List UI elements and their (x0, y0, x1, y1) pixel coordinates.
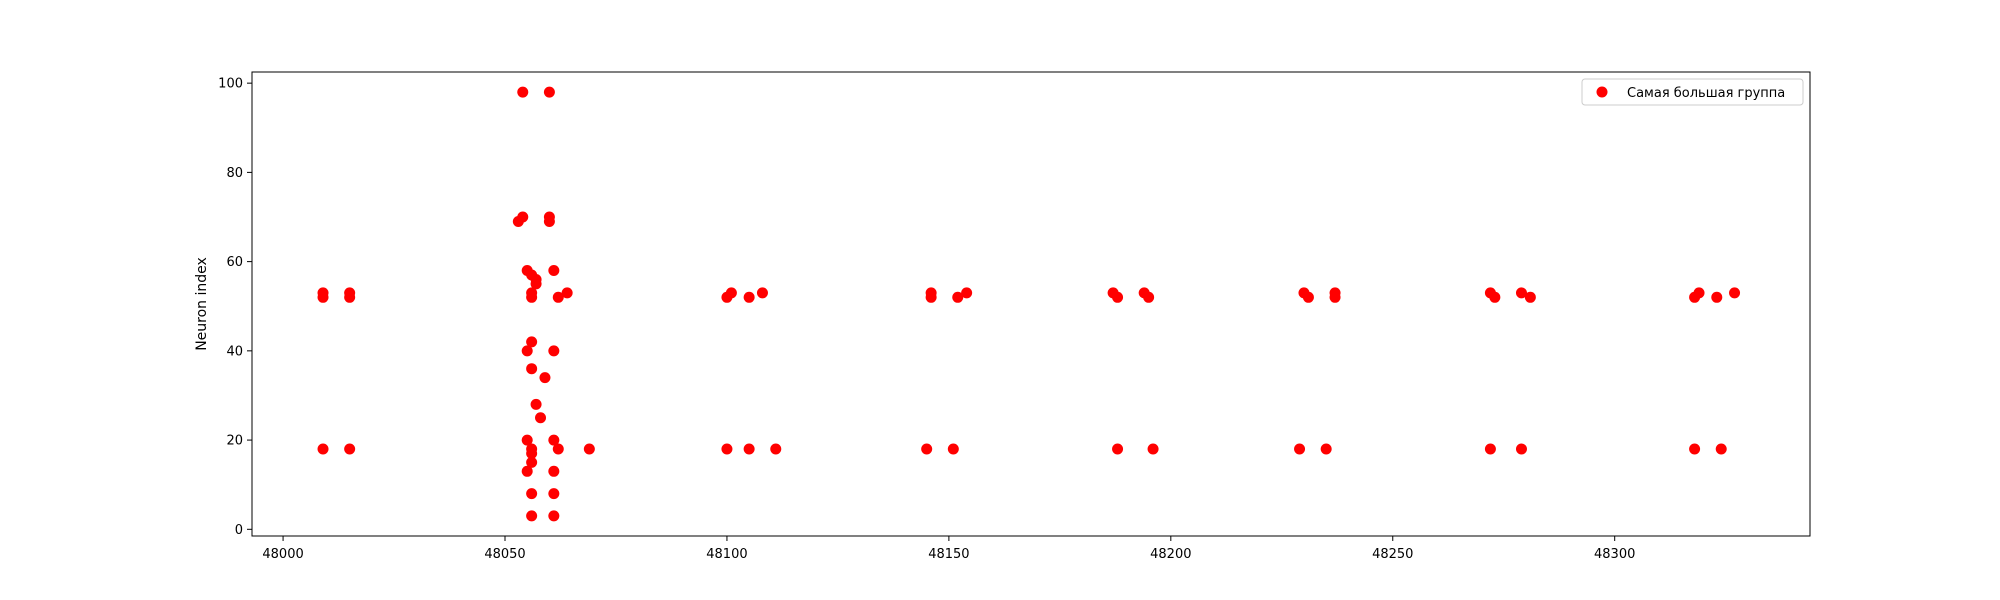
data-point (526, 336, 538, 348)
data-point (921, 443, 933, 455)
data-point (317, 443, 329, 455)
data-point (548, 345, 560, 357)
legend-label: Самая большая группа (1627, 86, 1785, 101)
legend: Самая большая группа (1581, 78, 1804, 106)
data-point (1329, 291, 1341, 303)
y-tick-label: 40 (226, 344, 243, 359)
data-point (1515, 443, 1527, 455)
data-point (1711, 291, 1723, 303)
y-axis: 0 20 40 60 80 100 (218, 77, 252, 538)
x-tick-label: 48100 (706, 547, 747, 562)
data-point (1484, 443, 1496, 455)
data-point (1693, 287, 1705, 299)
data-point (344, 291, 356, 303)
data-point (344, 443, 356, 455)
data-point (721, 443, 733, 455)
data-point (1112, 443, 1124, 455)
data-point (530, 278, 542, 290)
data-point (526, 291, 538, 303)
data-point (743, 443, 755, 455)
data-point (925, 291, 937, 303)
data-point (1320, 443, 1332, 455)
y-tick-label: 100 (218, 77, 243, 92)
data-point (548, 434, 560, 446)
y-tick-label: 60 (226, 255, 243, 270)
data-point (548, 488, 560, 500)
y-tick-label: 80 (226, 166, 243, 181)
x-tick-label: 48000 (262, 547, 303, 562)
data-point (535, 412, 547, 424)
data-point (561, 287, 573, 299)
data-point (517, 86, 529, 98)
data-point (952, 291, 964, 303)
data-point (947, 443, 959, 455)
x-tick-label: 48250 (1372, 547, 1413, 562)
data-point (770, 443, 782, 455)
legend-marker (1596, 86, 1608, 98)
data-point (548, 465, 560, 477)
y-tick-label: 20 (226, 434, 243, 449)
data-point (517, 211, 529, 223)
data-point (548, 510, 560, 522)
data-point (1515, 287, 1527, 299)
data-point (552, 443, 564, 455)
data-point (756, 287, 768, 299)
data-point (526, 447, 538, 459)
x-tick-label: 48300 (1594, 547, 1635, 562)
x-axis: 48000 48050 48100 48150 48200 48250 48300 (262, 536, 1635, 562)
data-point (1715, 443, 1727, 455)
data-point (526, 456, 538, 468)
data-point (1689, 443, 1701, 455)
data-point (1489, 291, 1501, 303)
data-point (1524, 291, 1536, 303)
data-point (552, 291, 564, 303)
y-tick-label: 0 (235, 523, 243, 538)
x-tick-label: 48200 (1150, 547, 1191, 562)
plot-area (317, 86, 1741, 522)
data-point (583, 443, 595, 455)
data-point (317, 291, 329, 303)
data-point (543, 211, 555, 223)
data-point (1302, 291, 1314, 303)
y-axis-label: Neuron index (194, 257, 210, 351)
data-point (1729, 287, 1741, 299)
data-point (961, 287, 973, 299)
x-tick-label: 48150 (928, 547, 969, 562)
data-point (530, 398, 542, 410)
data-point (543, 86, 555, 98)
data-point (521, 465, 533, 477)
data-point (526, 488, 538, 500)
data-point (521, 434, 533, 446)
data-point (526, 363, 538, 375)
axes-frame (251, 71, 1811, 537)
data-point (548, 265, 560, 277)
data-point (743, 291, 755, 303)
data-point (1143, 291, 1155, 303)
legend-box (1581, 78, 1804, 106)
data-point (1294, 443, 1306, 455)
data-point (1147, 443, 1159, 455)
data-point (1112, 291, 1124, 303)
x-tick-label: 48050 (484, 547, 525, 562)
data-point (539, 372, 551, 384)
data-point (521, 345, 533, 357)
data-point (526, 510, 538, 522)
data-point (725, 287, 737, 299)
